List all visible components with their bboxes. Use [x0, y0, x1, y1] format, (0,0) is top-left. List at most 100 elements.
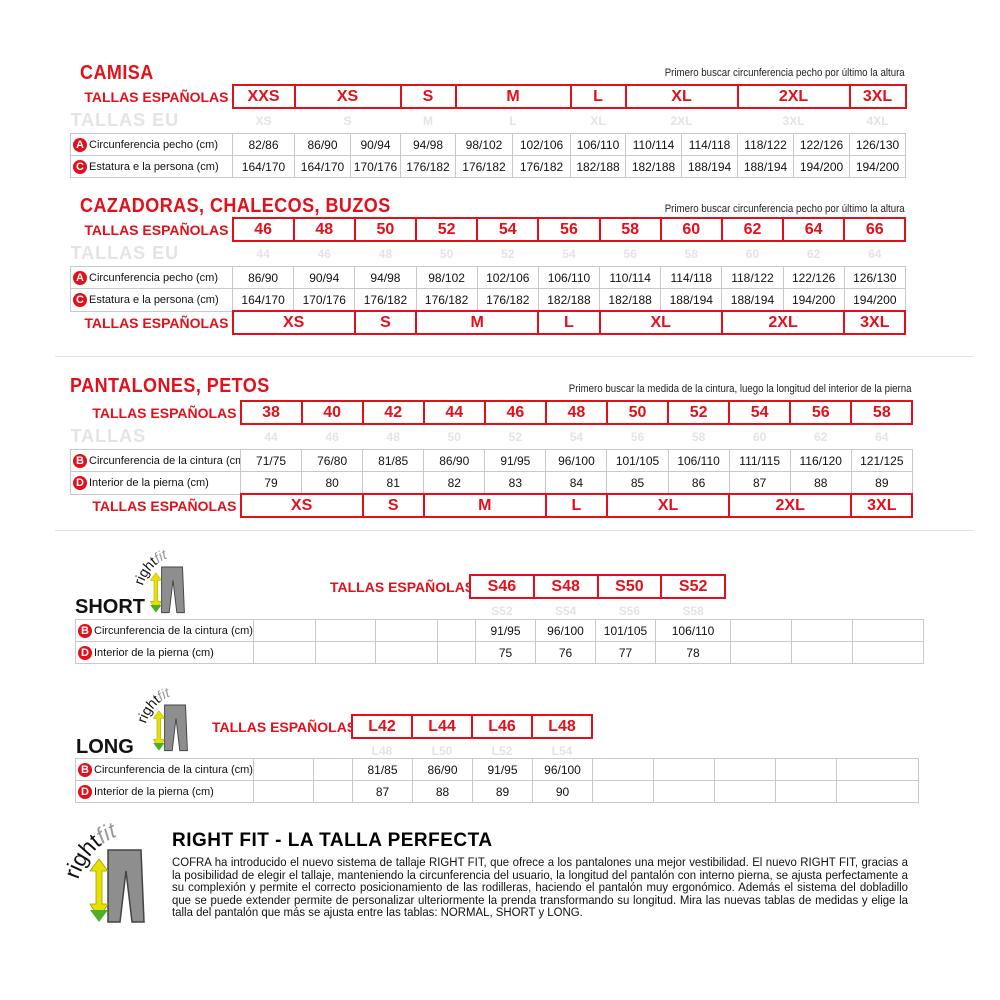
measurement-value: 188/194	[737, 155, 795, 178]
measurement-value: 164/170	[232, 155, 295, 178]
measurement-value: 101/105	[595, 619, 656, 642]
letter-size: L	[544, 493, 608, 518]
measurement-value: 76/80	[301, 449, 364, 472]
spanish-size: 64	[782, 217, 846, 242]
empty-cell	[852, 619, 924, 642]
camisa-note: Primero buscar circunferencia pecho por …	[665, 67, 905, 79]
empty-cell	[714, 758, 776, 781]
eu-sizes-row: TALLAS EU 44 46 48 50 52 54 56 58 60 62 64	[71, 241, 906, 267]
spanish-size: 52	[415, 217, 479, 242]
spanish-size: 50	[353, 217, 418, 242]
measurement-value: 71/75	[239, 449, 303, 472]
measurement-label: C Estatura e la persona (cm)	[70, 155, 233, 178]
measurement-row: B Circunferencia de la cintura (cm) 91/95 9…	[75, 619, 924, 642]
letter-size: XL	[605, 493, 731, 518]
measurement-value: 188/194	[660, 288, 723, 312]
short-title: SHORT	[75, 596, 145, 618]
measurement-name: Circunferencia pecho (cm)	[89, 271, 218, 284]
measurement-value: 101/105	[606, 449, 669, 472]
measurement-value: 75	[475, 641, 536, 664]
measurement-name: Circunferencia de la cintura (cm)	[94, 624, 253, 637]
eu-sizes-row: TALLAS 44 46 48 50 52 54 56 58 60 62 64	[71, 424, 913, 450]
measurement-value: 88	[412, 780, 473, 803]
measurement-row: B Circunferencia de la cintura (cm) 81/85 8…	[75, 758, 919, 781]
measurement-value: 176/182	[511, 155, 572, 178]
spanish-size: 54	[728, 400, 792, 425]
spanish-size: 3XL	[848, 84, 907, 109]
eu-size: L50	[431, 744, 453, 758]
measurement-value: 194/200	[843, 288, 906, 312]
measurement-value: 111/115	[728, 449, 791, 472]
eu-size: 50	[447, 430, 461, 444]
empty-cell	[730, 641, 792, 664]
measurement-value: 106/110	[537, 266, 601, 289]
spanish-size: L48	[531, 714, 593, 739]
badge-c-icon: C	[73, 292, 87, 307]
measurement-value: 126/130	[843, 266, 906, 289]
empty-cell	[775, 780, 837, 803]
empty-cell	[791, 619, 853, 642]
badge-c-icon: C	[73, 159, 87, 174]
measurement-value: 94/98	[354, 266, 417, 289]
measurement-label: B Circunferencia de la cintura (cm)	[70, 449, 241, 472]
eu-size: 52	[508, 430, 523, 444]
letter-size: 3XL	[850, 493, 914, 518]
letter-size: 2XL	[720, 310, 846, 335]
spanish-size: 62	[720, 217, 785, 242]
measurement-value: 86	[667, 471, 730, 495]
divider	[55, 530, 973, 531]
measurement-value: 114/118	[660, 266, 723, 289]
spanish-size: L	[569, 84, 627, 109]
measurement-value: 96/100	[532, 758, 593, 781]
eu-size: L52	[491, 744, 513, 758]
measurement-value: 118/122	[737, 133, 795, 156]
eu-size: 56	[623, 247, 637, 261]
measurement-value: 102/106	[511, 133, 572, 156]
measurement-value: 90	[532, 780, 593, 803]
rightfit-logo: rightfit	[66, 820, 145, 923]
eu-size: XL	[590, 114, 606, 128]
empty-cell	[315, 619, 376, 642]
spanish-size: 46	[483, 400, 547, 425]
measurement-value: 79	[239, 471, 303, 495]
eu-size: S58	[682, 604, 704, 618]
letter-size: XL	[598, 310, 723, 335]
spanish-size: 56	[537, 217, 601, 242]
eu-sizes-row-label: TALLAS	[70, 426, 147, 446]
measurement-value: 86/90	[294, 133, 351, 156]
spanish-size: XXS	[231, 84, 296, 109]
empty-cell	[253, 619, 316, 642]
measurement-label: D Interior de la pierna (cm)	[75, 641, 254, 664]
eu-size: 62	[814, 430, 828, 444]
empty-cell	[437, 641, 476, 664]
measurement-value: 116/120	[789, 449, 852, 472]
measurement-label: B Circunferencia de la cintura (cm)	[75, 758, 254, 781]
long-title: LONG	[76, 736, 134, 758]
eu-size: 60	[752, 430, 767, 444]
empty-cell	[791, 641, 853, 664]
pantalones-title: PANTALONES, PETOS	[70, 375, 270, 397]
measurement-value: 118/122	[721, 266, 784, 289]
measurement-value: 86/90	[423, 449, 486, 472]
eu-size: 62	[806, 247, 821, 261]
rightfit-logo: rightfit	[135, 548, 185, 614]
badge-d-icon: D	[73, 475, 87, 490]
eu-size: S56	[618, 604, 641, 618]
eu-size: XS	[255, 114, 272, 128]
spanish-sizes-row-label: TALLAS ESPAÑOLAS	[84, 88, 229, 105]
letter-size: S	[353, 310, 418, 335]
info-title: RIGHT FIT - LA TALLA PERFECTA	[172, 830, 493, 851]
measurement-value: 170/176	[350, 155, 401, 178]
spanish-size: XL	[624, 84, 739, 109]
empty-cell	[313, 780, 353, 803]
pants-icon	[164, 704, 188, 752]
spanish-size: 48	[292, 217, 356, 242]
measurement-row: A Circunferencia pecho (cm) 82/86 86/90 90/9…	[70, 133, 907, 156]
eu-size: 64	[868, 247, 882, 261]
letter-size: 3XL	[843, 310, 907, 335]
eu-sizes-row-label: TALLAS EU	[70, 110, 180, 130]
empty-cell	[852, 641, 924, 664]
measurement-name: Circunferencia de la cintura (cm)	[89, 454, 241, 467]
measurement-value: 87	[728, 471, 791, 495]
spanish-size: XS	[293, 84, 402, 109]
